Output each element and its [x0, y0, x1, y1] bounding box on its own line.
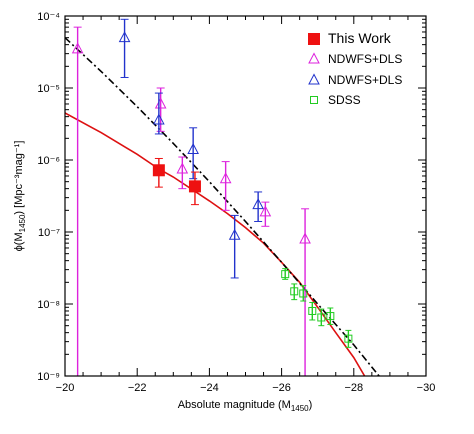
x-tick-label: −24	[200, 382, 219, 394]
data-point	[299, 289, 308, 298]
data-point	[153, 113, 165, 125]
data-point	[326, 312, 335, 321]
data-point	[290, 287, 299, 296]
y-tick-label: 10⁻⁷	[38, 227, 60, 239]
data-point	[317, 313, 326, 322]
legend-label: SDSS	[328, 93, 361, 107]
data-point	[118, 31, 131, 43]
x-tick-label: −22	[128, 382, 147, 394]
legend: This Work NDWFS+DLS NDWFS+DLS SDSS	[308, 30, 402, 107]
legend-marker	[310, 96, 318, 104]
data-point	[152, 164, 165, 177]
y-tick-label: 10⁻⁵	[37, 83, 60, 95]
dash-dot-fit-line	[65, 37, 380, 376]
data-point	[299, 232, 311, 244]
legend-marker	[308, 52, 320, 64]
x-tick-label: −26	[272, 382, 291, 394]
data-point	[281, 270, 290, 279]
data-point	[71, 42, 84, 54]
x-tick-label: −30	[417, 382, 436, 394]
x-axis-title: Absolute magnitude (M1450)	[178, 399, 313, 413]
data-point	[252, 198, 264, 210]
y-tick-label: 10⁻⁶	[37, 155, 60, 167]
axis-ticks: −20 −22 −24 −26 −28 −30 10⁻⁹ 10⁻⁸ 10⁻⁷ 10⁻⁶ 10⁻⁵ 10…	[37, 11, 435, 394]
y-axis-title-subscript: 1450	[18, 214, 27, 232]
x-tick-label: −20	[56, 382, 75, 394]
y-tick-label: 10⁻⁹	[37, 371, 60, 383]
x-axis-title-subscript: 1450	[291, 404, 309, 413]
legend-label: This Work	[328, 30, 392, 46]
data-point	[259, 205, 272, 217]
y-tick-label: 10⁻⁸	[37, 299, 60, 311]
data-point	[308, 306, 317, 315]
legend-marker	[308, 73, 320, 85]
data-point	[228, 228, 241, 240]
x-tick-label: −28	[344, 382, 363, 394]
data-point	[187, 142, 199, 154]
data-point	[219, 172, 232, 184]
data-point	[344, 334, 353, 343]
legend-label: NDWFS+DLS	[328, 73, 402, 87]
data-point	[176, 162, 189, 174]
legend-label: NDWFS+DLS	[328, 52, 402, 66]
legend-marker	[308, 33, 320, 45]
y-axis-title: ϕ(M1450) [Mpc⁻³mag⁻¹]	[13, 141, 27, 252]
data-point	[188, 180, 201, 193]
y-tick-label: 10⁻⁴	[37, 11, 60, 23]
data-markers	[71, 18, 353, 376]
